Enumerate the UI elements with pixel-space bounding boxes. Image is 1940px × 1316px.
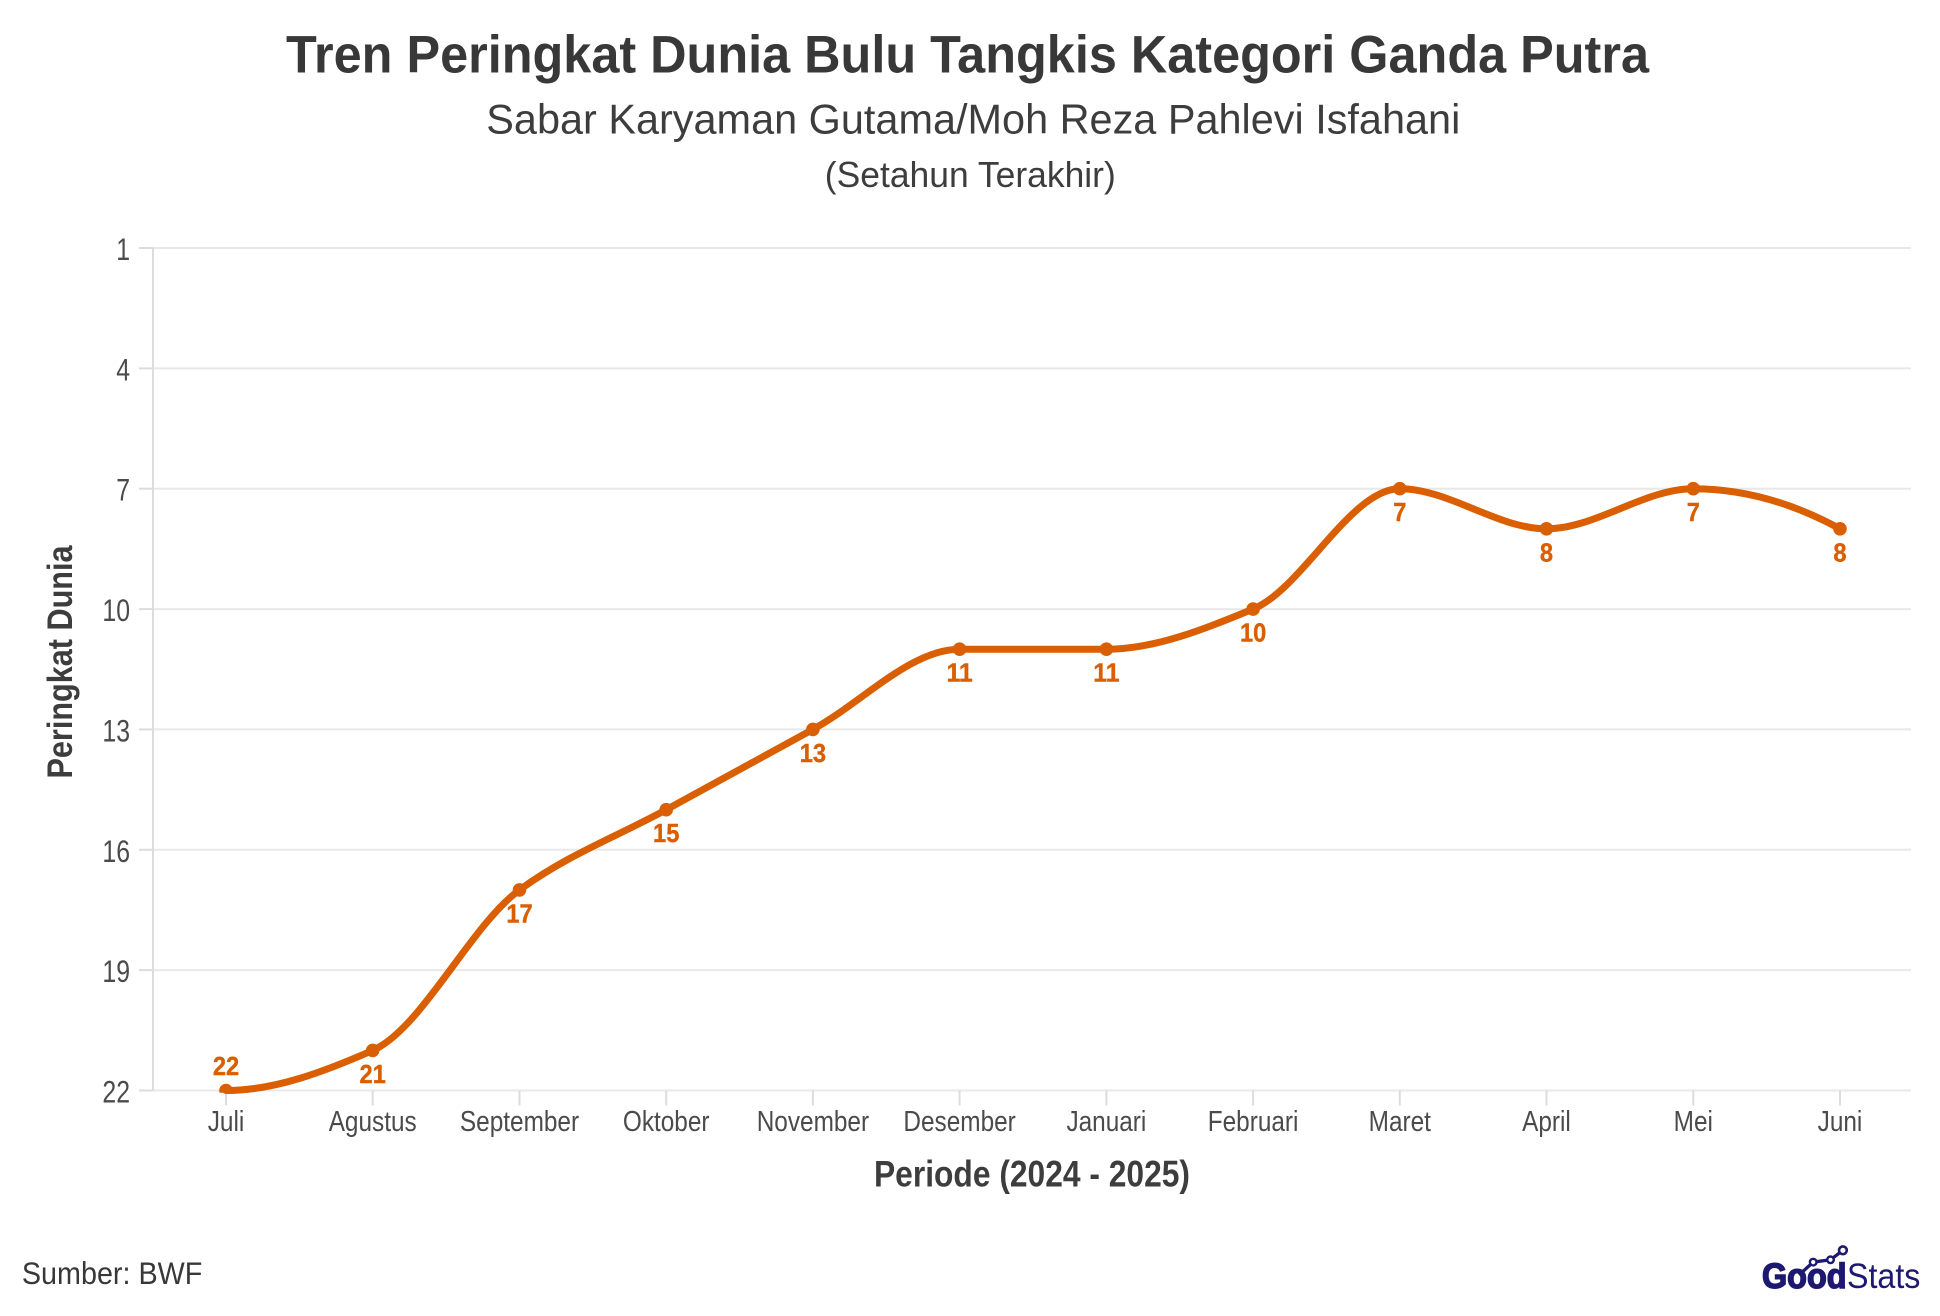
svg-text:Tren Peringkat Dunia Bulu Tang: Tren Peringkat Dunia Bulu Tangkis Katego… <box>286 26 1650 85</box>
svg-text:1: 1 <box>116 232 130 267</box>
svg-text:22: 22 <box>102 1075 130 1110</box>
svg-text:13: 13 <box>102 713 130 748</box>
svg-text:19: 19 <box>102 954 130 989</box>
svg-text:10: 10 <box>1240 618 1266 648</box>
svg-text:7: 7 <box>1393 497 1406 527</box>
svg-text:4: 4 <box>116 352 130 387</box>
svg-text:Mei: Mei <box>1674 1106 1713 1138</box>
svg-text:Stats: Stats <box>1847 1257 1920 1296</box>
svg-text:21: 21 <box>360 1059 386 1089</box>
svg-text:16: 16 <box>102 834 130 869</box>
svg-text:November: November <box>757 1106 870 1138</box>
svg-text:Good: Good <box>1762 1257 1847 1296</box>
svg-text:11: 11 <box>946 658 972 688</box>
svg-text:Juni: Juni <box>1818 1106 1863 1138</box>
svg-text:April: April <box>1522 1106 1571 1138</box>
svg-text:Agustus: Agustus <box>329 1106 417 1138</box>
svg-text:Peringkat Dunia: Peringkat Dunia <box>41 545 80 778</box>
svg-text:(Setahun Terakhir): (Setahun Terakhir) <box>825 154 1116 195</box>
svg-text:Oktober: Oktober <box>623 1106 710 1138</box>
svg-text:13: 13 <box>800 738 826 768</box>
svg-text:15: 15 <box>653 818 679 848</box>
svg-text:September: September <box>460 1106 579 1138</box>
svg-text:7: 7 <box>1687 497 1700 527</box>
svg-text:Januari: Januari <box>1066 1106 1146 1138</box>
svg-text:Februari: Februari <box>1208 1106 1299 1138</box>
svg-text:Desember: Desember <box>903 1106 1016 1138</box>
svg-text:Juli: Juli <box>208 1106 245 1138</box>
svg-text:17: 17 <box>506 898 532 928</box>
svg-text:Sumber: BWF: Sumber: BWF <box>22 1256 202 1291</box>
svg-text:Maret: Maret <box>1369 1106 1431 1138</box>
svg-text:7: 7 <box>116 473 130 508</box>
svg-text:Periode (2024 - 2025): Periode (2024 - 2025) <box>874 1153 1190 1195</box>
svg-text:22: 22 <box>213 1051 239 1081</box>
svg-text:8: 8 <box>1833 537 1846 567</box>
svg-text:11: 11 <box>1093 658 1119 688</box>
svg-text:10: 10 <box>102 593 130 628</box>
svg-text:Sabar Karyaman Gutama/Moh Reza: Sabar Karyaman Gutama/Moh Reza Pahlevi I… <box>486 97 1460 143</box>
svg-text:8: 8 <box>1540 537 1553 567</box>
